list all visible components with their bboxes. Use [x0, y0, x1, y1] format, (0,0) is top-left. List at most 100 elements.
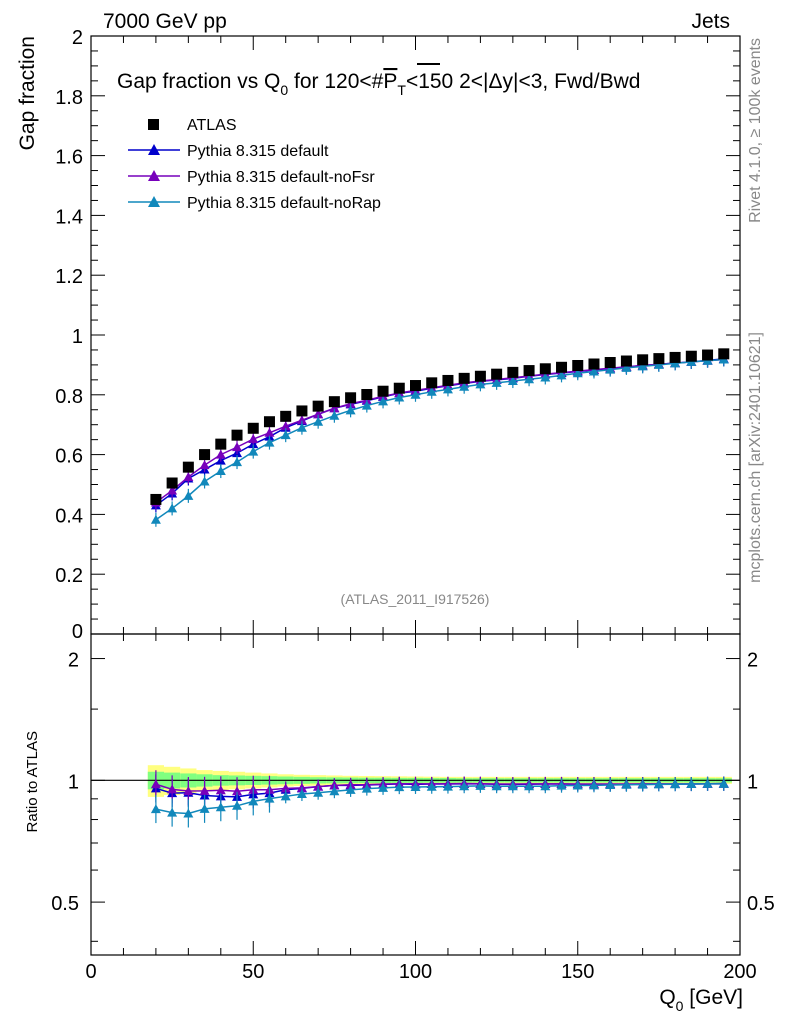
- main-point-norap: [150, 514, 161, 524]
- main-point-nofsr: [167, 485, 178, 495]
- main-title: Gap fraction vs Q0 for 120<#PT<150 2<|Δy…: [117, 70, 640, 98]
- main-point-nofsr: [313, 409, 324, 419]
- main-point-atlas: [199, 449, 211, 461]
- ratio-point-norap: [150, 804, 161, 814]
- legend-marker-norap: [148, 196, 160, 207]
- legend-marker-nofsr: [148, 170, 160, 181]
- main-point-norap: [621, 362, 632, 372]
- x-axis-label: Q0 [GeV]: [659, 986, 743, 1014]
- main-ytick-label: 0.4: [55, 505, 83, 527]
- main-point-nofsr: [280, 421, 291, 431]
- ratio-point-norap: [183, 808, 194, 818]
- ratio-point-nofsr: [215, 785, 226, 795]
- ratio-point-nofsr: [183, 786, 194, 796]
- ratio-ytick-label-left: 2: [68, 650, 79, 672]
- main-point-atlas: [685, 350, 697, 362]
- main-point-nofsr: [232, 442, 243, 452]
- legend-label-default: Pythia 8.315 default: [187, 143, 329, 160]
- main-point-norap: [215, 466, 226, 476]
- main-point-atlas: [231, 429, 243, 441]
- main-point-nofsr: [329, 403, 340, 413]
- main-ytick-label: 2: [72, 27, 83, 49]
- main-point-atlas: [620, 355, 632, 367]
- ratio-point-nofsr: [232, 786, 243, 796]
- main-point-atlas: [507, 366, 519, 378]
- legend-label-atlas: ATLAS: [187, 117, 237, 134]
- main-point-norap: [507, 376, 518, 386]
- ratio-point-norap: [524, 781, 535, 791]
- header-right: Jets: [691, 10, 730, 33]
- main-point-norap: [345, 405, 356, 415]
- main-point-atlas: [653, 353, 665, 365]
- ratio-point-norap: [653, 779, 664, 789]
- main-point-atlas: [718, 348, 730, 360]
- legend-label-norap: Pythia 8.315 default-noRap: [187, 195, 381, 212]
- main-point-norap: [410, 389, 421, 399]
- ratio-point-norap: [345, 784, 356, 794]
- main-point-nofsr: [215, 449, 226, 459]
- ratio-point-norap: [507, 781, 518, 791]
- xtick-label: 50: [242, 961, 264, 983]
- legend: ATLAS Pythia 8.315 default Pythia 8.315 …: [128, 117, 381, 212]
- ratio-point-norap: [296, 789, 307, 799]
- main-point-norap: [524, 374, 535, 384]
- ratio-point-nofsr: [280, 783, 291, 793]
- main-point-atlas: [263, 416, 275, 428]
- main-point-norap: [637, 361, 648, 371]
- ratio-point-norap: [361, 783, 372, 793]
- main-point-norap: [183, 490, 194, 500]
- main-point-atlas: [150, 493, 162, 505]
- main-ytick-label: 1.4: [55, 206, 83, 228]
- main-point-atlas: [556, 361, 568, 373]
- ratio-point-norap: [572, 780, 583, 790]
- ratio-point-norap: [199, 803, 210, 813]
- main-point-atlas: [442, 374, 454, 386]
- legend-marker-atlas: [148, 119, 159, 130]
- main-ytick-label: 1.8: [55, 87, 83, 109]
- ratio-point-norap: [264, 793, 275, 803]
- ratio-y-axis-label: Ratio to ATLAS: [24, 731, 41, 832]
- ratio-point-nofsr: [150, 779, 161, 789]
- main-point-norap: [556, 370, 567, 380]
- main-point-atlas: [361, 389, 373, 401]
- ratio-point-norap: [280, 791, 291, 801]
- main-ytick-label: 1.6: [55, 147, 83, 169]
- main-point-atlas: [588, 358, 600, 370]
- main-ytick-label: 0.6: [55, 446, 83, 468]
- ratio-point-norap: [702, 778, 713, 788]
- main-point-norap: [264, 437, 275, 447]
- main-point-norap: [491, 377, 502, 387]
- main-point-norap: [248, 446, 259, 456]
- main-point-norap: [329, 410, 340, 420]
- xtick-label: 200: [723, 961, 756, 983]
- ratio-point-norap: [621, 779, 632, 789]
- main-point-atlas: [426, 377, 438, 389]
- side-rivet-label: Rivet 4.1.0, ≥ 100k events: [747, 38, 764, 223]
- ratio-point-norap: [475, 780, 486, 790]
- analysis-watermark: (ATLAS_2011_I917526): [341, 591, 490, 607]
- main-ytick-label: 0.2: [55, 565, 83, 587]
- main-point-atlas: [491, 368, 503, 380]
- ratio-point-norap: [670, 779, 681, 789]
- main-point-atlas: [182, 461, 194, 473]
- ratio-point-norap: [167, 807, 178, 817]
- main-point-norap: [588, 366, 599, 376]
- main-point-atlas: [523, 365, 535, 377]
- ratio-ytick-label-right: 1: [747, 771, 758, 793]
- ratio-point-norap: [410, 781, 421, 791]
- ratio-point-norap: [556, 780, 567, 790]
- main-point-norap: [653, 359, 664, 369]
- main-point-atlas: [215, 438, 227, 450]
- side-mcplots-label: mcplots.cern.ch [arXiv:2401.10621]: [747, 332, 764, 583]
- main-point-atlas: [393, 382, 405, 394]
- ratio-ytick-label-right: 0.5: [747, 893, 775, 915]
- main-ytick-label: 0.8: [55, 386, 83, 408]
- ratio-ytick-label-left: 0.5: [51, 893, 79, 915]
- main-point-norap: [280, 430, 291, 440]
- ratio-point-norap: [686, 779, 697, 789]
- ratio-point-norap: [378, 782, 389, 792]
- main-point-norap: [540, 372, 551, 382]
- main-point-atlas: [247, 422, 259, 434]
- main-point-atlas: [637, 354, 649, 366]
- main-point-norap: [459, 381, 470, 391]
